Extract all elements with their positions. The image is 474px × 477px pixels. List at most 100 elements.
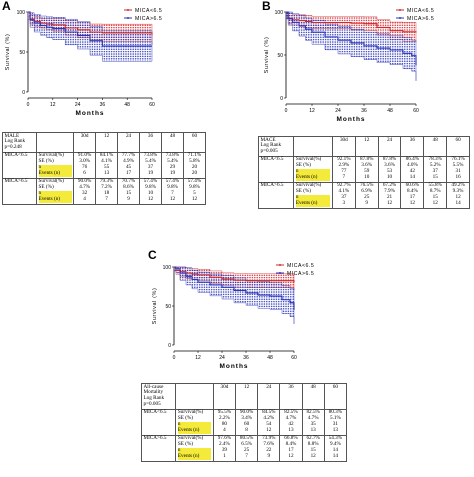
x-tick-label: 36 <box>243 355 249 361</box>
cell-value: 13 <box>332 427 338 434</box>
cell-value: 57.4% <box>143 178 158 185</box>
cell-value: 77.7% <box>121 152 136 159</box>
cell-value: 13 <box>310 427 316 434</box>
cell-value: 92.7% <box>337 182 351 189</box>
cell-value: 21 <box>386 194 393 201</box>
row-labels-cell: Survival(%) SE (%) n Events (n) <box>36 177 75 205</box>
group-name-cell: MICA<6.5 <box>257 155 295 183</box>
row-label: n <box>38 190 72 198</box>
value-cell: 92.1% 2.9% 77 7 <box>331 155 356 183</box>
cell-value: 3.0% <box>79 158 90 165</box>
cell-value: 76 <box>82 164 88 171</box>
cell-value: 32 <box>82 190 88 197</box>
cell-value: 2.2% <box>219 415 230 422</box>
cell-value: 5.5% <box>452 162 464 169</box>
cell-value: 4 <box>83 196 86 203</box>
cell-value: 14 <box>332 447 338 454</box>
cell-value: 55 <box>103 164 110 171</box>
table-header-cell: 24 <box>117 132 141 153</box>
cell-value: 73.8% <box>143 152 158 159</box>
cell-value: 8.4% <box>285 441 297 448</box>
cell-value: 82.5% <box>284 409 298 416</box>
cell-value: 37 <box>341 194 347 201</box>
cell-value: 71.1% <box>187 152 202 159</box>
row-label: Survival(%) <box>177 435 204 442</box>
stats-table-c: All-cause Mortality Log Rank p=0.005 30d 12 24… <box>140 383 348 462</box>
cell-value: 5.8% <box>189 158 200 165</box>
y-tick-label: 0 <box>22 90 25 96</box>
cell-value: 62.7% <box>306 435 320 442</box>
x-tick-label: 0 <box>285 108 288 114</box>
value-cell: 82.5% 4.7% 35 13 <box>301 408 325 436</box>
value-cell: 62.7% 8.8% 15 12 <box>301 434 325 462</box>
x-tick-label: 0 <box>173 355 176 361</box>
legend-marker-high <box>279 272 281 274</box>
cell-value: 8.4% <box>406 188 418 195</box>
cell-value: 4.0% <box>406 162 418 169</box>
cell-value: 7.9% <box>384 188 395 195</box>
cell-value: 1 <box>223 453 226 460</box>
value-cell: 60.6% 8.4% 17 12 <box>400 181 425 209</box>
cell-value: 86.4% <box>405 156 420 163</box>
table-header-row: MALE Log Rank p=0.248 30d 12 24 36 48 60 <box>1 132 207 153</box>
cell-value: 7 <box>105 196 108 203</box>
cell-value: 84.5% <box>262 409 276 416</box>
cell-value: 5.4% <box>167 158 178 165</box>
cell-value: 5.1% <box>329 415 341 422</box>
value-cell: 57.4% 9.8% 10 12 <box>139 177 162 205</box>
value-cell: 76.5% 6.9% 25 9 <box>354 181 379 209</box>
x-tick-label: 60 <box>149 102 155 108</box>
cell-value: 19 <box>169 170 176 177</box>
cell-value: 9.8% <box>167 184 178 191</box>
cell-value: 2.9% <box>338 162 350 169</box>
cell-value: 70.7% <box>121 178 136 185</box>
x-axis-label: Months <box>75 110 104 117</box>
cell-value: 4.7% <box>79 184 90 191</box>
cell-value: 57.4% <box>187 178 202 185</box>
cell-value: 87.8% <box>359 156 374 163</box>
cell-value: 6.5% <box>241 441 252 448</box>
value-cell: 76.1% 5.5% 31 16 <box>446 155 470 183</box>
table-header-cell: 24 <box>377 136 402 157</box>
legend-label-high: MICA>6.5 <box>407 16 434 22</box>
value-cell: 77.7% 4.9% 45 17 <box>117 151 141 179</box>
row-label: Events (n) <box>295 200 331 208</box>
row-label: Survival(%) <box>177 409 204 416</box>
cell-value: 9.3% <box>452 188 464 195</box>
cell-value: 80.3% <box>328 409 343 416</box>
cell-value: 18 <box>103 190 110 197</box>
row-label: n <box>38 164 72 172</box>
legend-marker-low <box>279 264 281 266</box>
value-cell: 55.8% 8.7% 15 12 <box>423 181 448 209</box>
x-tick-label: 36 <box>361 108 367 114</box>
value-cell: 73.8% 5.4% 37 19 <box>139 151 162 179</box>
cell-value: 37 <box>432 168 438 175</box>
survival-line-high <box>28 11 152 47</box>
cell-value: 39 <box>221 447 227 454</box>
cell-value: 13 <box>288 427 294 434</box>
cell-value: 22 <box>266 447 272 454</box>
cell-value: 73.9% <box>262 435 276 442</box>
value-cell: 87.8% 3.6% 53 10 <box>377 155 402 183</box>
value-cell: 79.3% 7.2% 18 7 <box>95 177 119 205</box>
cell-value: 57.4% <box>165 178 180 185</box>
cell-value: 9.8% <box>189 184 200 191</box>
cell-value: 82.5% <box>306 409 320 416</box>
row-label: n <box>295 194 331 202</box>
cell-value: 60.6% <box>405 182 420 189</box>
cell-value: 7.6% <box>263 441 275 448</box>
x-tick-label: 24 <box>219 355 225 361</box>
cell-value: 9.8% <box>145 184 156 191</box>
cell-value: 15 <box>432 174 438 181</box>
row-labels-cell: Survival(%) SE (%) n Events (n) <box>36 151 75 179</box>
cell-value: 59 <box>364 168 370 175</box>
table-header-cell: 30d <box>212 383 237 410</box>
cell-value: 78.3% <box>428 156 442 163</box>
cell-value: 49.2% <box>451 182 465 189</box>
cell-value: 55.8% <box>428 182 442 189</box>
panel-label-b: B <box>262 0 271 13</box>
y-tick-label: 50 <box>19 50 25 56</box>
cell-value: 9 <box>267 453 271 460</box>
value-cell: 97.6% 2.4% 39 1 <box>212 434 237 462</box>
cell-value: 60 <box>244 421 250 428</box>
